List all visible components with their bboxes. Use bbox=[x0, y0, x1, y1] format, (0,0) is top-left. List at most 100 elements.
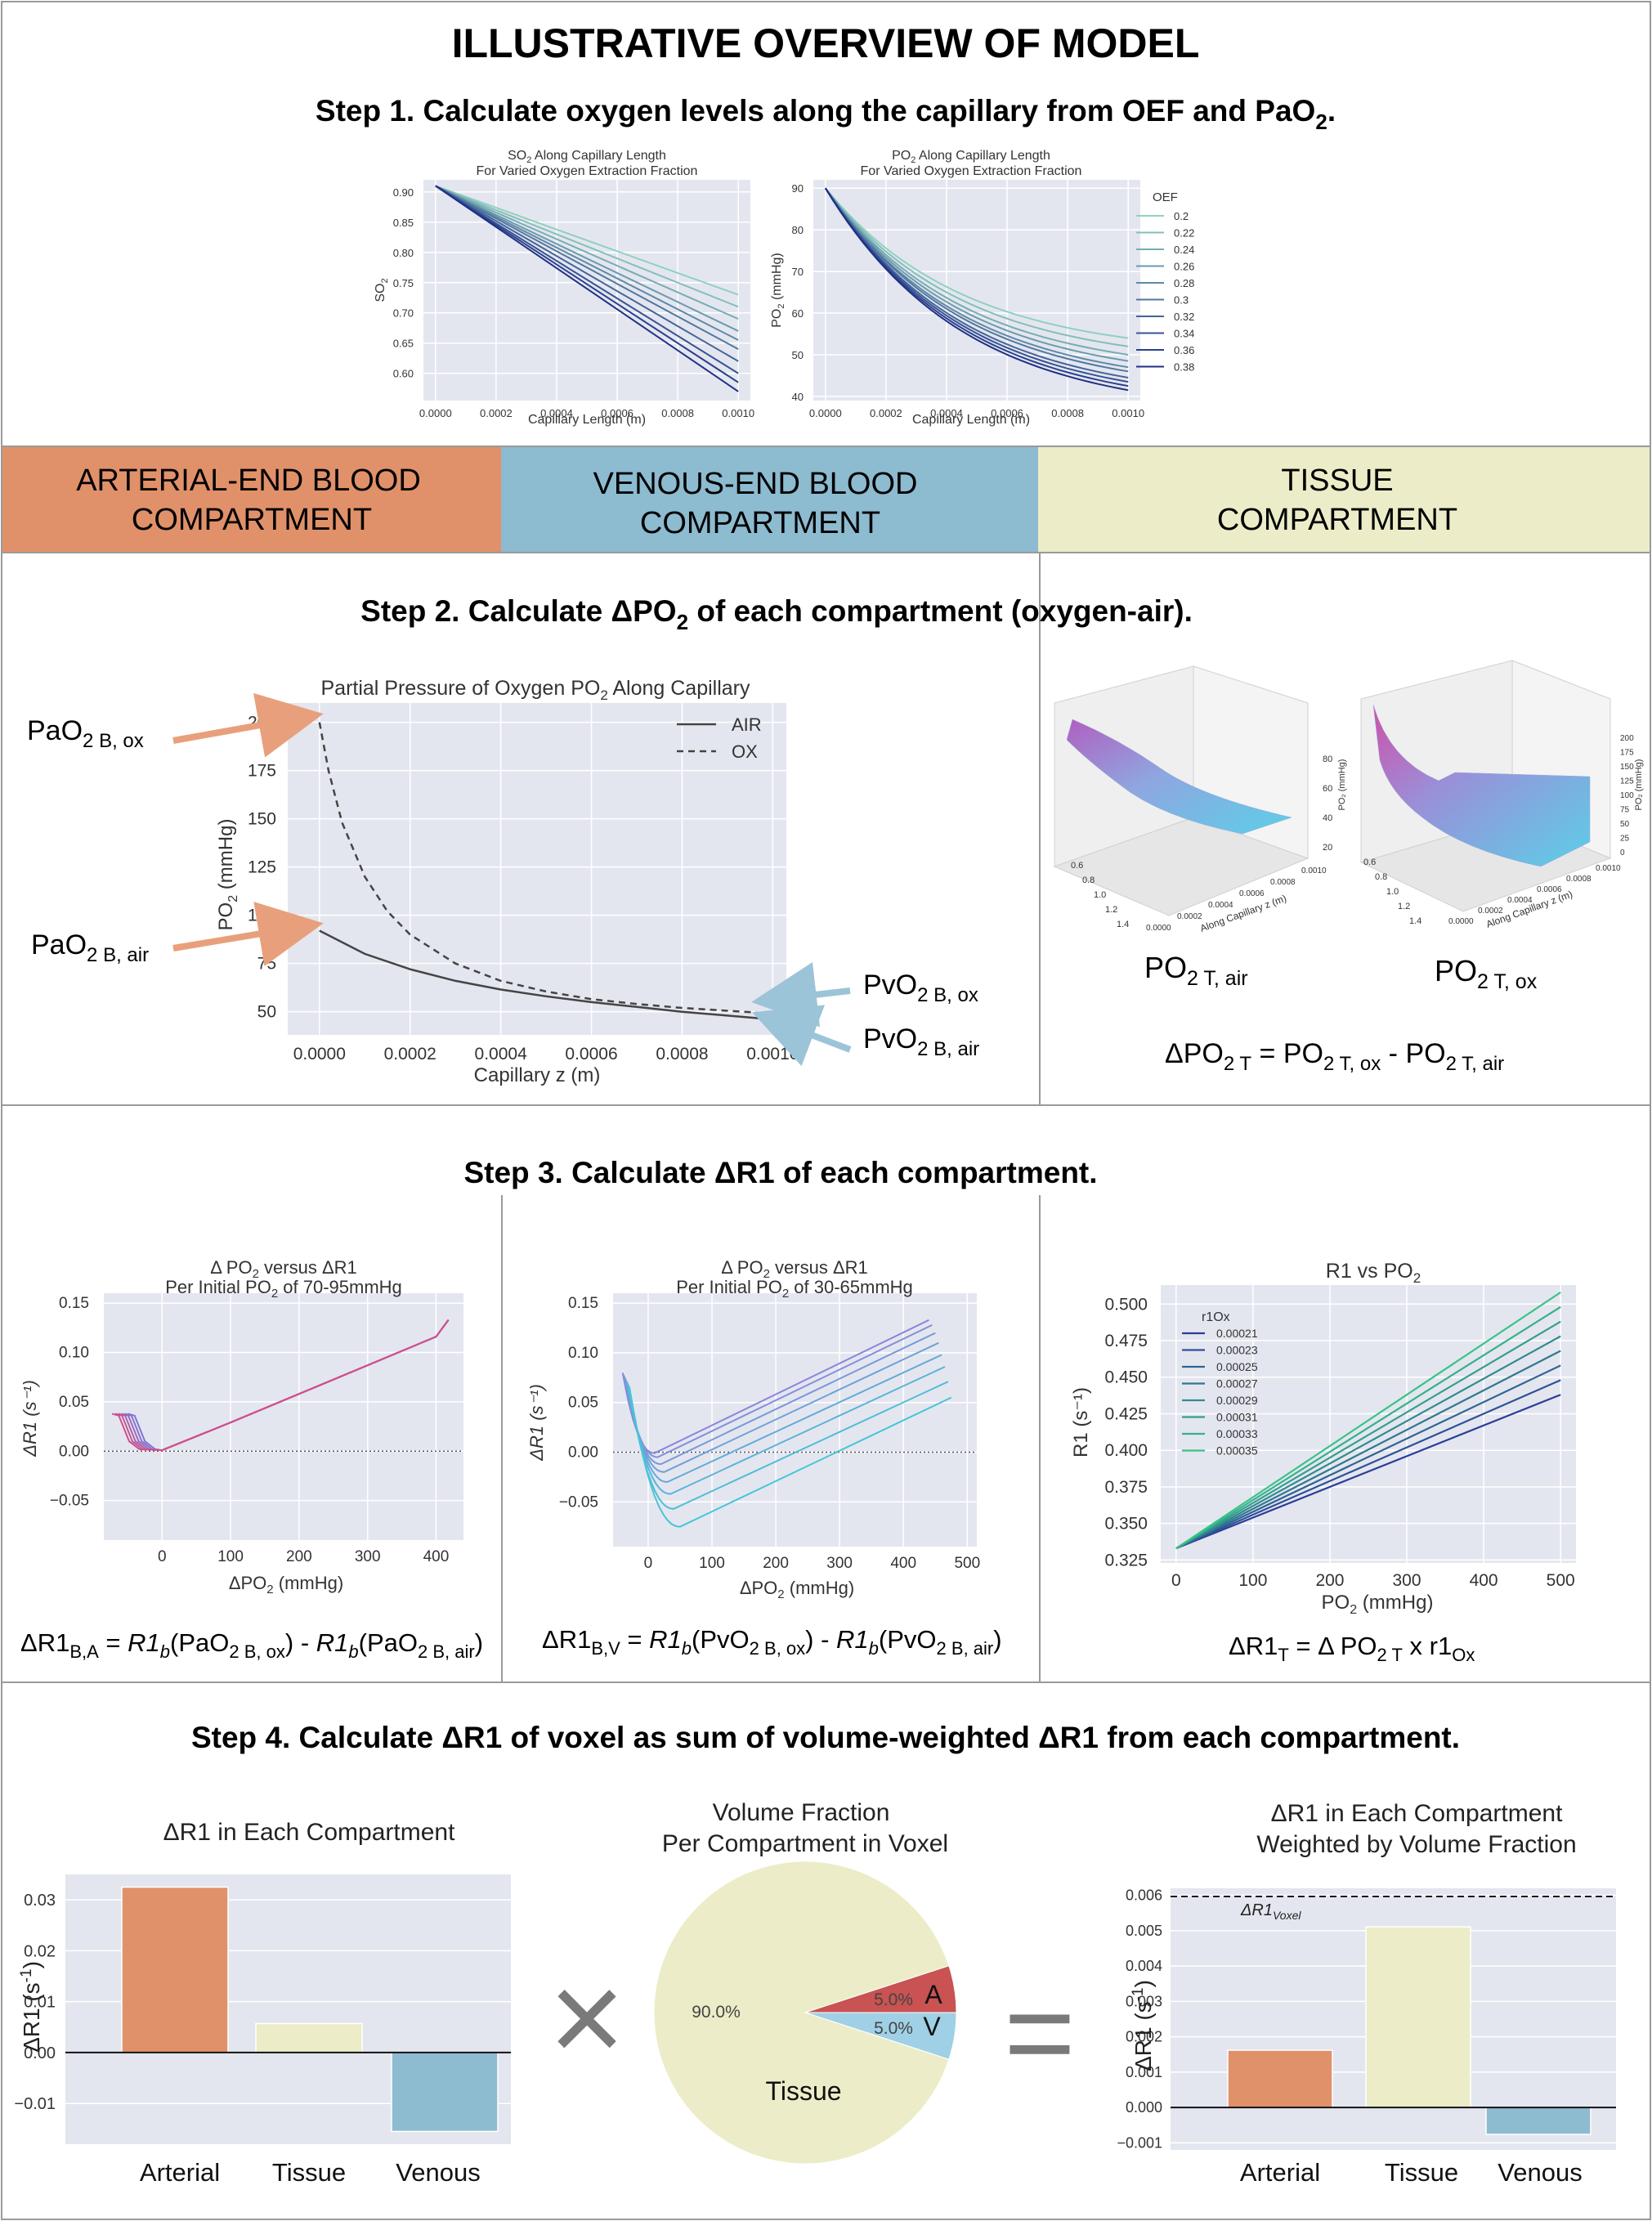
r1-ticks: 0 100 200 300 400 500 0.500 0.475 0.450 0.425 0.40… bbox=[1104, 1295, 1574, 1590]
3d-ox-ytick: 0.6 bbox=[1363, 858, 1376, 867]
bar1-title: ΔR1 in Each Compartment bbox=[163, 1819, 456, 1846]
so2-series-line bbox=[435, 185, 739, 351]
bar2-category-label: Venous bbox=[1498, 2158, 1582, 2187]
r1-ytick: 0.350 bbox=[1104, 1515, 1148, 1534]
po2-oef-series-line bbox=[825, 187, 1129, 347]
arterial-band-label-2: COMPARTMENT bbox=[132, 503, 372, 537]
bar2-category-label: Tissue bbox=[1385, 2158, 1458, 2187]
legend-ox-label: OX bbox=[732, 741, 758, 762]
r1-ytick: 0.375 bbox=[1104, 1478, 1148, 1497]
po2-oef-ylabel: PO2 (mmHg) bbox=[770, 253, 786, 327]
3d-air-ytick: 0.6 bbox=[1071, 861, 1083, 871]
3d-air-ztick: 60 bbox=[1323, 784, 1332, 794]
po2-oef-series-line bbox=[824, 187, 1129, 383]
dr1-venous-xtick: 300 bbox=[826, 1555, 853, 1572]
dr1-venous-xlabel: ΔPO2 (mmHg) bbox=[740, 1578, 854, 1601]
3d-ox-zlabel: PO₂ (mmHg) bbox=[1634, 759, 1644, 811]
3d-ox-xtick: 0.0004 bbox=[1507, 896, 1533, 905]
bar2-ytick: 0.002 bbox=[1126, 2029, 1162, 2045]
bar1-ylabel: ΔR1 (s-1) bbox=[18, 1961, 44, 2053]
po2-capillary-chart: 0.00000.00020.00040.00060.00080.00102001… bbox=[215, 677, 799, 1086]
so2-xtick: 0.0010 bbox=[722, 407, 754, 419]
bar1-ytick: 0.02 bbox=[24, 1942, 56, 1960]
po2-oef-xtick: 0.0006 bbox=[991, 407, 1023, 419]
3d-air-ztick: 80 bbox=[1323, 755, 1332, 764]
so2-xlabel: Capillary Length (m) bbox=[528, 413, 646, 427]
3d-ox-xtick: 0.0002 bbox=[1478, 907, 1503, 916]
oef-legend-label: 0.34 bbox=[1174, 328, 1194, 340]
3d-air-ztick: 20 bbox=[1323, 843, 1332, 853]
oef-legend-label: 0.38 bbox=[1174, 361, 1194, 374]
dr1-venous-chart: 0 100 200 300 400 500 0.15 0.10 0.05 0.00 −0.05 Δ … bbox=[526, 1257, 980, 1601]
equation-dr1-arterial: ΔR1B,A = R1b(PaO2 B, ox) - R1b(PaO2 B, a… bbox=[20, 1628, 483, 1662]
so2-lines bbox=[435, 185, 739, 392]
bar1-bars bbox=[65, 1886, 511, 2133]
pie-title-1: Volume Fraction bbox=[713, 1799, 890, 1826]
page-title: ILLUSTRATIVE OVERVIEW OF MODEL bbox=[452, 20, 1200, 66]
pie-pct-tissue: 90.0% bbox=[692, 2003, 741, 2022]
so2-series-line bbox=[435, 185, 739, 392]
po2-capillary-title: Partial Pressure of Oxygen PO2 Along Cap… bbox=[321, 677, 750, 703]
arrow-pvo2-air bbox=[752, 1005, 852, 1067]
po2-capillary-xtick: 0.0008 bbox=[656, 1045, 708, 1063]
r1ox-legend-title: r1Ox bbox=[1202, 1310, 1230, 1324]
so2-ylabel: SO2 bbox=[374, 278, 390, 302]
so2-ytick: 0.80 bbox=[393, 247, 414, 259]
r1-ytick: 0.475 bbox=[1104, 1332, 1148, 1350]
r1-series-line bbox=[1175, 1364, 1561, 1550]
r1-xtick: 300 bbox=[1393, 1571, 1421, 1590]
r1-series-line bbox=[1175, 1394, 1561, 1550]
3d-air-zlabel: PO₂ (mmHg) bbox=[1337, 759, 1347, 811]
oef-legend-label: 0.36 bbox=[1174, 344, 1194, 356]
3d-air-zticks: 80 60 40 20 bbox=[1323, 755, 1332, 853]
po2-oef-plot-area bbox=[813, 180, 1140, 401]
bar2-ytick: −0.001 bbox=[1117, 2134, 1162, 2151]
bar2-title-1: ΔR1 in Each Compartment bbox=[1271, 1800, 1564, 1827]
dr1-venous-ytick: 0.05 bbox=[568, 1395, 598, 1412]
bar1-ytick: 0.00 bbox=[24, 2044, 56, 2062]
so2-series-line bbox=[435, 185, 739, 341]
3d-air-floor bbox=[1053, 817, 1310, 916]
r1-ylabel: R1 (s⁻¹) bbox=[1070, 1387, 1092, 1458]
r1ox-legend: 0.00021 0.00023 0.00025 0.00027 0.00029 0.000… bbox=[1182, 1327, 1258, 1458]
3d-ox-xtick: 0.0008 bbox=[1566, 875, 1592, 884]
oef-legend-label: 0.24 bbox=[1174, 244, 1194, 256]
dr1-venous-ytick: −0.05 bbox=[559, 1493, 598, 1511]
oef-legend-title: OEF bbox=[1153, 190, 1178, 204]
po2-oef-series-line bbox=[824, 187, 1129, 369]
r1ox-legend-label: 0.00023 bbox=[1216, 1344, 1258, 1357]
legend-air-label: AIR bbox=[732, 714, 762, 735]
r1-series-line bbox=[1175, 1292, 1561, 1550]
so2-series-line bbox=[435, 185, 739, 296]
so2-series-line bbox=[435, 185, 739, 383]
dr1-arterial-ytick: −0.05 bbox=[50, 1493, 89, 1510]
pie-label-tissue: Tissue bbox=[765, 2076, 841, 2106]
dr1-venous-xtick: 100 bbox=[699, 1555, 725, 1572]
r1-series-line bbox=[1175, 1379, 1561, 1550]
bar1-category-label: Arterial bbox=[140, 2158, 220, 2187]
dr1-venous-xtick: 400 bbox=[890, 1555, 916, 1572]
so2-ytick: 0.85 bbox=[393, 217, 414, 229]
bar1-bar-tissue bbox=[255, 2022, 363, 2053]
po2-capillary-ytick: 75 bbox=[257, 955, 276, 974]
so2-subtitle: For Varied Oxygen Extraction Fraction bbox=[477, 164, 698, 178]
dr1-venous-plot-area bbox=[613, 1293, 977, 1547]
so2-xtick: 0.0006 bbox=[601, 407, 633, 419]
po2-capillary-lines bbox=[318, 722, 773, 1021]
dr1-arterial-subtitle: Per Initial PO2 of 70-95mmHg bbox=[165, 1277, 402, 1301]
label-pao2-air: PaO2 B, air bbox=[31, 929, 149, 966]
3d-air-ztick: 40 bbox=[1323, 813, 1332, 823]
r1ox-legend-label: 0.00031 bbox=[1216, 1411, 1258, 1424]
po2-capillary-grid bbox=[288, 703, 786, 1035]
so2-series-line bbox=[435, 185, 739, 362]
label-pvo2-ox: PvO2 B, ox bbox=[863, 969, 978, 1006]
step4-heading: Step 4. Calculate ΔR1 of voxel as sum of… bbox=[191, 1721, 1460, 1754]
tissue-band bbox=[1038, 447, 1650, 552]
r1-series-line bbox=[1175, 1320, 1561, 1550]
voxel-reference-label: ΔR1Voxel bbox=[1240, 1901, 1301, 1922]
so2-xtick: 0.0002 bbox=[480, 407, 513, 419]
r1ox-legend-label: 0.00029 bbox=[1216, 1394, 1258, 1407]
r1-xtick: 0 bbox=[1171, 1571, 1181, 1590]
3d-air-axis-x: Along Capillary z (m) bbox=[1198, 893, 1287, 934]
